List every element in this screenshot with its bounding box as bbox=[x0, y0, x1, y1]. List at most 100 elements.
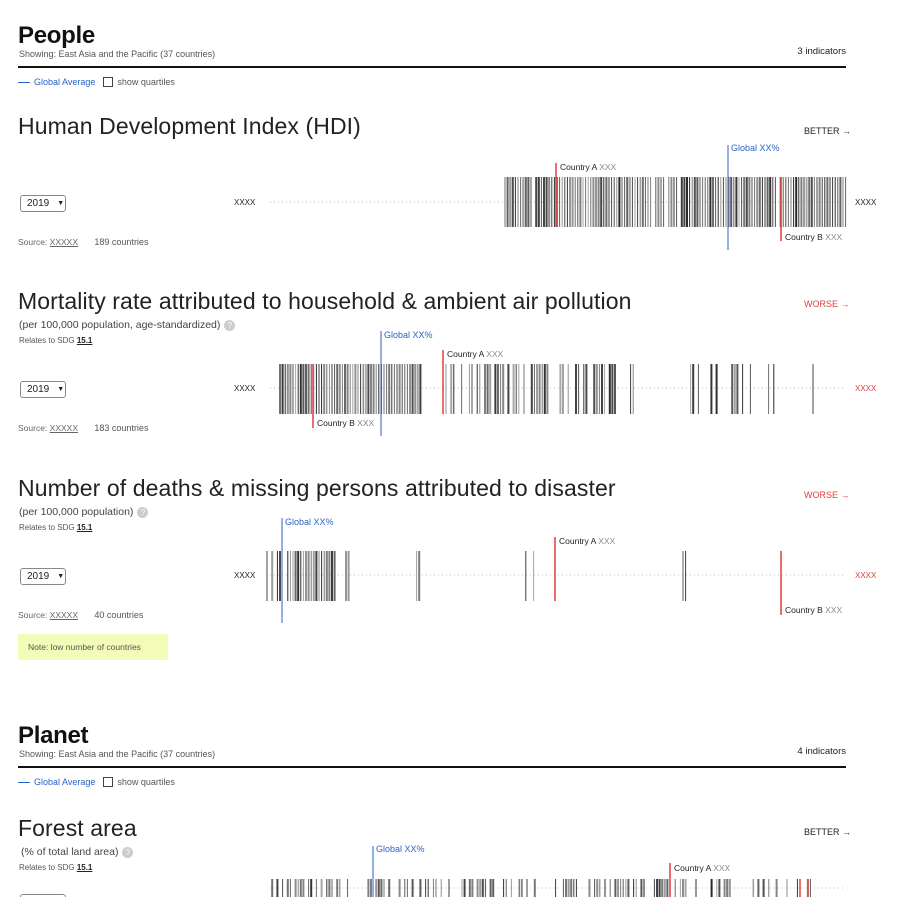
sdg-prefix: Relates to SDG bbox=[19, 863, 75, 872]
show-quartiles-checkbox[interactable] bbox=[103, 77, 114, 87]
year-select[interactable]: 2019 ▼ bbox=[20, 568, 66, 585]
country-a-value: XXX bbox=[599, 162, 616, 172]
source-link[interactable]: XXXXX bbox=[49, 423, 79, 433]
section-rule bbox=[18, 66, 846, 68]
show-quartiles-checkbox[interactable] bbox=[103, 777, 114, 787]
source-line: Source: XXXXX 183 countries bbox=[18, 423, 148, 433]
subtitle-text: (% of total land area) bbox=[21, 846, 119, 858]
country-b-value: XXX bbox=[825, 232, 842, 242]
sdg-relation: Relates to SDG 15.1 bbox=[19, 336, 92, 345]
source-link[interactable]: XXXXX bbox=[49, 610, 79, 620]
country-a-label: Country A XXX bbox=[447, 349, 504, 359]
min-label: XXXX bbox=[234, 571, 256, 580]
source-link[interactable]: XXXXX bbox=[49, 237, 79, 247]
source-line: Source: XXXXX 189 countries bbox=[18, 237, 148, 247]
country-a-value: XXX bbox=[713, 863, 730, 873]
country-a-label: Country A XXX bbox=[559, 536, 616, 546]
sdg-relation: Relates to SDG 15.1 bbox=[19, 863, 92, 872]
source-label: Source: bbox=[18, 237, 48, 247]
country-b-label: Country B XXX bbox=[785, 232, 842, 242]
indicator-disaster: Number of deaths & missing persons attri… bbox=[18, 475, 878, 665]
sdg-link[interactable]: 15.1 bbox=[76, 523, 93, 532]
indicator-subtitle: (per 100,000 population)? bbox=[19, 506, 149, 518]
note-badge: Note: low number of countries bbox=[18, 634, 168, 660]
indicator-title: Human Development Index (HDI) bbox=[18, 113, 361, 139]
year-select[interactable] bbox=[20, 894, 66, 897]
min-label: XXXX bbox=[234, 198, 256, 207]
caret-down-icon: ▼ bbox=[57, 386, 65, 393]
direction-label: BETTER → bbox=[804, 126, 852, 136]
indicator-mortality: Mortality rate attributed to household &… bbox=[18, 288, 878, 438]
section-showing: Showing: East Asia and the Pacific (37 c… bbox=[19, 49, 216, 59]
global-average-line-icon bbox=[18, 81, 30, 83]
indicators-count: 3 indicators bbox=[797, 46, 846, 57]
global-average-label: Global XX% bbox=[376, 844, 425, 854]
section-title: People bbox=[18, 22, 95, 49]
indicators-count: 4 indicators bbox=[797, 746, 846, 757]
indicator-hdi: Human Development Index (HDI) BETTER → 2… bbox=[18, 113, 878, 253]
strip-chart[interactable]: Global XX% Country A XXX Country B XXX bbox=[18, 288, 878, 443]
strip-chart[interactable]: Global XX% Country A XXX Country B XXX bbox=[18, 113, 878, 258]
max-label: XXXX bbox=[855, 571, 877, 580]
global-average-label: Global XX% bbox=[384, 330, 433, 340]
max-label: XXXX bbox=[855, 384, 877, 393]
country-a-label: Country A XXX bbox=[674, 863, 731, 873]
strip-chart[interactable]: Global XX% Country A XXX Country B XXX bbox=[18, 475, 878, 630]
countries-count: 189 countries bbox=[94, 237, 149, 247]
indicator-subtitle: (per 100,000 population, age-standardize… bbox=[19, 319, 236, 331]
section-rule bbox=[18, 766, 846, 768]
year-select[interactable]: 2019 ▼ bbox=[20, 195, 66, 212]
min-label: XXXX bbox=[234, 384, 256, 393]
direction-label: BETTER → bbox=[804, 827, 852, 837]
help-icon[interactable]: ? bbox=[137, 506, 149, 518]
show-quartiles-label[interactable]: show quartiles bbox=[117, 777, 175, 787]
direction-label: WORSE → bbox=[804, 299, 850, 309]
countries-count: 40 countries bbox=[94, 610, 144, 620]
global-average-legend[interactable]: Global Average bbox=[34, 77, 96, 87]
countries-count: 183 countries bbox=[94, 423, 149, 433]
source-label: Source: bbox=[18, 610, 48, 620]
indicator-title: Mortality rate attributed to household &… bbox=[18, 288, 632, 314]
strip-chart[interactable]: Global XX% Country A XXX bbox=[18, 815, 878, 897]
section-header-people: People Showing: East Asia and the Pacifi… bbox=[18, 22, 846, 97]
max-label: XXXX bbox=[855, 198, 877, 207]
sdg-link[interactable]: 15.1 bbox=[76, 336, 93, 345]
country-a-value: XXX bbox=[486, 349, 503, 359]
source-line: Source: XXXXX 40 countries bbox=[18, 610, 143, 620]
country-b-label: Country B XXX bbox=[785, 605, 842, 615]
year-value: 2019 bbox=[27, 571, 50, 582]
global-average-legend[interactable]: Global Average bbox=[34, 777, 96, 787]
country-a-label: Country A XXX bbox=[560, 162, 617, 172]
caret-down-icon: ▼ bbox=[57, 573, 65, 580]
indicator-subtitle: (% of total land area)? bbox=[21, 846, 134, 858]
global-average-label: Global XX% bbox=[731, 143, 780, 153]
section-header-planet: Planet Showing: East Asia and the Pacifi… bbox=[18, 722, 846, 797]
sdg-prefix: Relates to SDG bbox=[19, 523, 75, 532]
caret-down-icon: ▼ bbox=[57, 200, 65, 207]
section-title: Planet bbox=[18, 722, 89, 749]
help-icon[interactable]: ? bbox=[122, 846, 134, 858]
global-average-line-icon bbox=[18, 781, 30, 783]
section-showing: Showing: East Asia and the Pacific (37 c… bbox=[19, 749, 216, 759]
year-select[interactable]: 2019 ▼ bbox=[20, 381, 66, 398]
direction-label: WORSE → bbox=[804, 490, 850, 500]
show-quartiles-label[interactable]: show quartiles bbox=[117, 77, 175, 87]
country-a-value: XXX bbox=[598, 536, 615, 546]
indicator-title: Forest area bbox=[18, 815, 137, 841]
subtitle-text: (per 100,000 population, age-standardize… bbox=[19, 319, 221, 331]
indicator-title: Number of deaths & missing persons attri… bbox=[18, 475, 616, 501]
sdg-relation: Relates to SDG 15.1 bbox=[19, 523, 92, 532]
indicator-forest-area: Forest area (% of total land area)? Rela… bbox=[18, 815, 878, 897]
subtitle-text: (per 100,000 population) bbox=[19, 506, 134, 518]
year-value: 2019 bbox=[27, 198, 50, 209]
help-icon[interactable]: ? bbox=[224, 319, 236, 331]
country-b-label: Country B XXX bbox=[317, 418, 374, 428]
legend: Global Average show quartiles bbox=[18, 77, 175, 87]
country-b-value: XXX bbox=[357, 418, 374, 428]
global-average-label: Global XX% bbox=[285, 517, 334, 527]
year-value: 2019 bbox=[27, 384, 50, 395]
source-label: Source: bbox=[18, 423, 48, 433]
legend: Global Average show quartiles bbox=[18, 777, 175, 787]
sdg-prefix: Relates to SDG bbox=[19, 336, 75, 345]
sdg-link[interactable]: 15.1 bbox=[76, 863, 93, 872]
